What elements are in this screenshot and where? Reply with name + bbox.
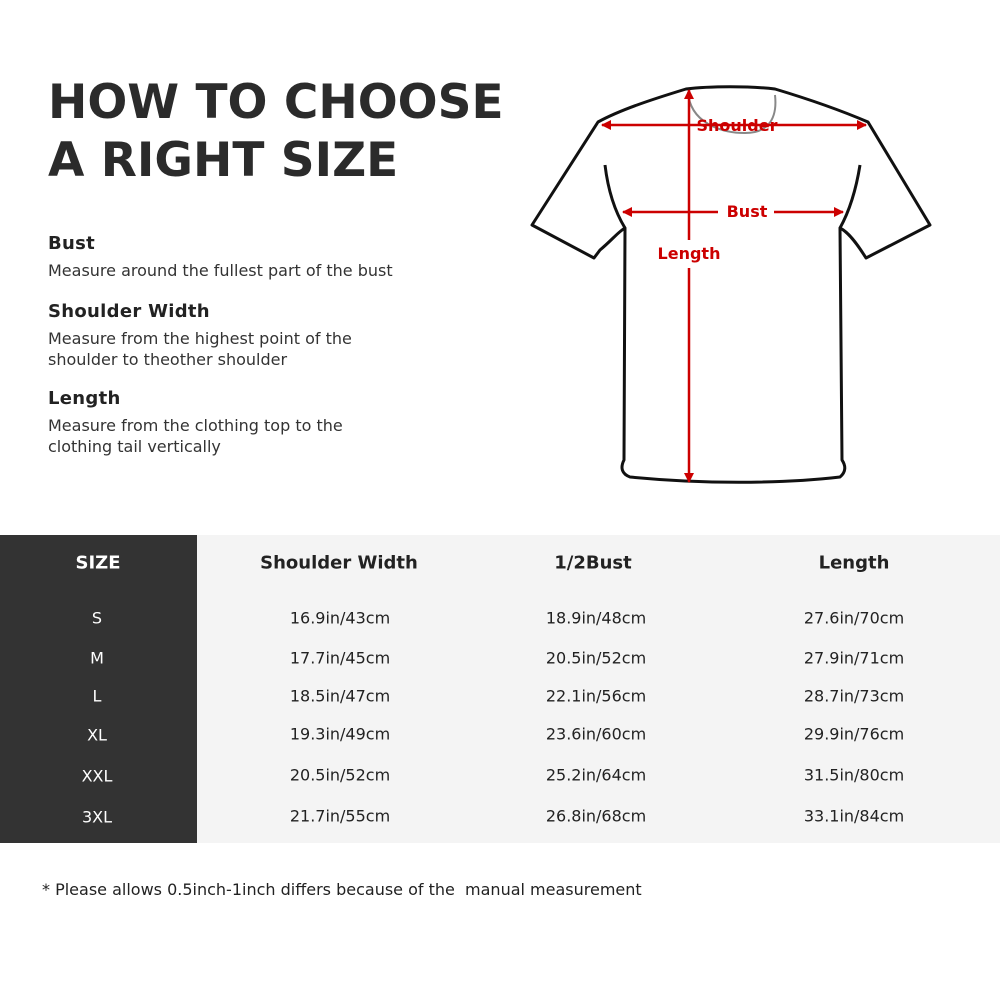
table-cell: 29.9in/76cm <box>803 724 905 744</box>
table-cell: 31.5in/80cm <box>803 765 905 785</box>
section-text: Measure from the highest point of the sh… <box>48 329 352 369</box>
section-title: Length <box>48 388 121 409</box>
table-cell: 33.1in/84cm <box>803 806 905 826</box>
table-cell: 27.9in/71cm <box>803 648 905 668</box>
section-shoulder-width: Shoulder Width Measure from the highest … <box>48 301 388 370</box>
section-length: Length Measure from the clothing top to … <box>48 388 388 457</box>
table-cell: 27.6in/70cm <box>803 608 905 628</box>
table-cell: 20.5in/52cm <box>289 765 391 785</box>
title-line-2: A RIGHT SIZE <box>48 133 399 188</box>
bust-label: Bust <box>727 202 768 221</box>
table-cell: 25.2in/64cm <box>545 765 647 785</box>
table-cell: 19.3in/49cm <box>289 724 391 744</box>
size-xxl: XXL <box>81 766 113 786</box>
size-xl: XL <box>87 725 107 745</box>
section-title: Bust <box>48 233 96 254</box>
size-3xl: 3XL <box>81 807 113 827</box>
table-cell: 20.5in/52cm <box>545 648 647 668</box>
tshirt-diagram: Shoulder Bust Length <box>530 85 932 484</box>
tshirt-outline <box>530 85 932 484</box>
section-text: Measure from the clothing top to the clo… <box>48 416 343 456</box>
table-cell: 21.7in/55cm <box>289 806 391 826</box>
section-title: Shoulder Width <box>48 301 210 322</box>
page-title: HOW TO CHOOSE A RIGHT SIZE <box>48 74 504 190</box>
size-table: SIZE S M L XL XXL 3XL Shoulder Width 1/2… <box>0 535 1000 843</box>
header-length: Length <box>818 552 890 574</box>
length-label: Length <box>658 244 721 263</box>
header-size: SIZE <box>75 552 121 574</box>
measure-lines <box>601 89 867 483</box>
table-cell: 28.7in/73cm <box>803 686 905 706</box>
section-text: Measure around the fullest part of the b… <box>48 261 393 280</box>
size-s: S <box>91 608 103 628</box>
table-cell: 22.1in/56cm <box>545 686 647 706</box>
table-cell: 16.9in/43cm <box>289 608 391 628</box>
measurement-note: * Please allows 0.5inch-1inch differs be… <box>42 880 642 899</box>
table-cell: 26.8in/68cm <box>545 806 647 826</box>
header-shoulder-width: Shoulder Width <box>260 552 418 574</box>
table-cell: 23.6in/60cm <box>545 724 647 744</box>
size-l: L <box>92 686 102 706</box>
table-cell: 18.5in/47cm <box>289 686 391 706</box>
size-m: M <box>90 648 104 668</box>
title-line-1: HOW TO CHOOSE <box>48 75 504 130</box>
header-half-bust: 1/2Bust <box>554 552 632 574</box>
table-cell: 17.7in/45cm <box>289 648 391 668</box>
section-bust: Bust Measure around the fullest part of … <box>48 233 428 281</box>
shoulder-label: Shoulder <box>697 116 778 135</box>
table-cell: 18.9in/48cm <box>545 608 647 628</box>
size-column: SIZE S M L XL XXL 3XL <box>0 535 197 843</box>
